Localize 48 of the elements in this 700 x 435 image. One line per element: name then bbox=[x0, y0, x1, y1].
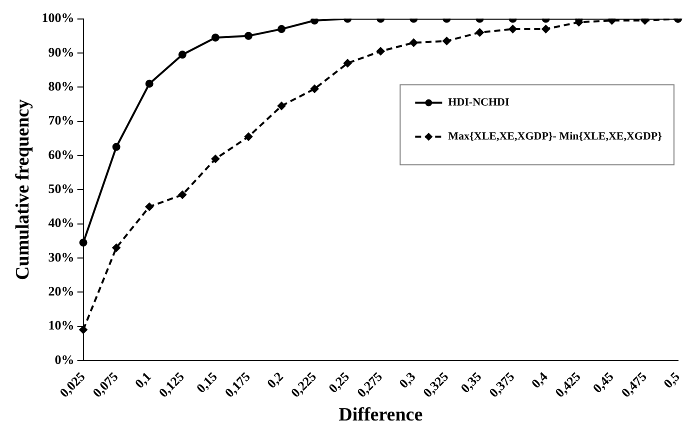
y-tick-label: 80% bbox=[48, 78, 74, 94]
point bbox=[542, 25, 550, 34]
point bbox=[112, 244, 120, 252]
x-tick-label: 0,35 bbox=[458, 368, 485, 396]
point bbox=[476, 28, 484, 36]
x-tick-label: 0,45 bbox=[590, 368, 617, 396]
y-tick-label: 20% bbox=[48, 284, 74, 299]
point bbox=[79, 238, 88, 247]
point bbox=[145, 202, 154, 211]
point bbox=[244, 32, 252, 40]
legend-label: Max{XLE,XE,XGDP}- Min{XLE,XE,XGDP} bbox=[448, 130, 662, 143]
point bbox=[376, 47, 385, 56]
x-tick-label: 0,3 bbox=[396, 368, 419, 391]
x-tick-label: 0,5 bbox=[660, 368, 683, 391]
point bbox=[178, 50, 186, 59]
point bbox=[508, 25, 517, 34]
point bbox=[211, 34, 220, 42]
x-axis-title: Difference bbox=[338, 404, 423, 426]
y-tick-label: 60% bbox=[48, 146, 74, 162]
point bbox=[244, 132, 252, 141]
y-tick-label: 10% bbox=[48, 318, 74, 333]
point bbox=[112, 142, 120, 151]
y-tick-label: 70% bbox=[48, 112, 74, 128]
y-axis-title: Cumulative frequency bbox=[12, 98, 34, 280]
point bbox=[442, 37, 451, 46]
y-tick-label: 50% bbox=[48, 181, 74, 196]
point bbox=[574, 18, 583, 26]
point bbox=[79, 326, 88, 334]
y-tick-label: 0% bbox=[54, 352, 74, 367]
point bbox=[145, 80, 154, 88]
point bbox=[344, 59, 352, 68]
point bbox=[310, 84, 319, 93]
y-tick-label: 90% bbox=[48, 44, 74, 60]
y-tick-label: 40% bbox=[48, 215, 74, 230]
x-tick-label: 0,15 bbox=[193, 368, 220, 396]
point bbox=[278, 25, 286, 34]
point bbox=[410, 38, 418, 47]
y-tick-label: 100% bbox=[42, 10, 74, 26]
point bbox=[211, 154, 220, 163]
x-tick-label: 0,25 bbox=[325, 368, 352, 396]
point bbox=[178, 190, 186, 199]
x-tick-label: 0,1 bbox=[132, 368, 154, 391]
point bbox=[310, 18, 319, 25]
x-tick-label: 0,4 bbox=[528, 368, 551, 391]
y-tick-label: 30% bbox=[48, 249, 74, 264]
point bbox=[278, 102, 286, 110]
legend-label: HDI-NCHDI bbox=[448, 96, 510, 109]
x-tick-label: 0,2 bbox=[264, 368, 286, 391]
